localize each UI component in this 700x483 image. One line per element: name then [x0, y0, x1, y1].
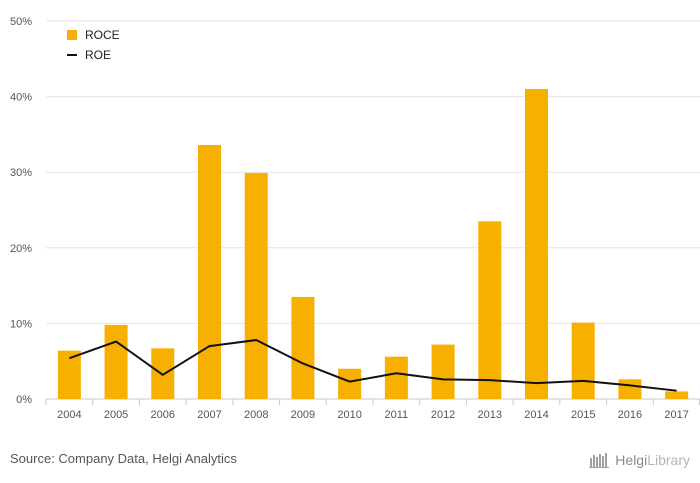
x-tick-label: 2006 — [151, 409, 175, 421]
x-tick-label: 2011 — [385, 409, 409, 421]
bar-roce — [618, 379, 642, 399]
bar-roce — [431, 344, 455, 399]
x-tick-label: 2010 — [337, 409, 361, 421]
helgi-library-logo[interactable]: HelgiLibrary — [589, 450, 690, 470]
y-tick-label: 0% — [16, 394, 32, 406]
bar-line-chart: 0% 10% 20% 30% 40% 50% 2004 2005 2006 2007 2008 200… — [10, 16, 700, 421]
bar-roce — [104, 324, 128, 399]
bar-roce — [244, 172, 268, 399]
y-tick-label: 10% — [10, 318, 32, 330]
x-tick-label: 2017 — [664, 409, 688, 421]
x-tick-label: 2013 — [478, 409, 502, 421]
bar-roce — [57, 350, 81, 399]
library-books-icon — [589, 453, 610, 468]
logo-text-library: Library — [647, 452, 690, 468]
bar-roce — [478, 221, 502, 399]
bar-roce — [384, 356, 408, 399]
x-tick-label: 2007 — [197, 409, 221, 421]
line-roe — [69, 339, 677, 392]
y-tick-label: 30% — [10, 167, 32, 179]
y-tick-label: 20% — [10, 243, 32, 255]
bar-roce — [291, 296, 315, 399]
bar-roce — [571, 322, 595, 399]
x-tick-label: 2012 — [431, 409, 455, 421]
legend-label-roce: ROCE — [85, 28, 120, 42]
x-tick-label: 2005 — [104, 409, 128, 421]
x-tick-label: 2004 — [57, 409, 81, 421]
logo-text-helgi: Helgi — [615, 452, 648, 468]
bar-roce — [198, 144, 221, 399]
x-tick-label: 2009 — [291, 409, 315, 421]
x-tick-label: 2014 — [524, 409, 548, 421]
legend-label-roe: ROE — [85, 48, 111, 62]
bar-roce — [338, 368, 362, 399]
source-note: Source: Company Data, Helgi Analytics — [10, 451, 237, 466]
y-tick-label: 50% — [10, 16, 32, 28]
bar-roce — [525, 89, 548, 399]
x-tick-label: 2008 — [244, 409, 268, 421]
bar-roce — [665, 391, 689, 399]
x-tick-label: 2015 — [571, 409, 595, 421]
x-tick-label: 2016 — [618, 409, 642, 421]
legend-swatch-roce — [67, 30, 77, 40]
y-tick-label: 40% — [10, 92, 32, 104]
